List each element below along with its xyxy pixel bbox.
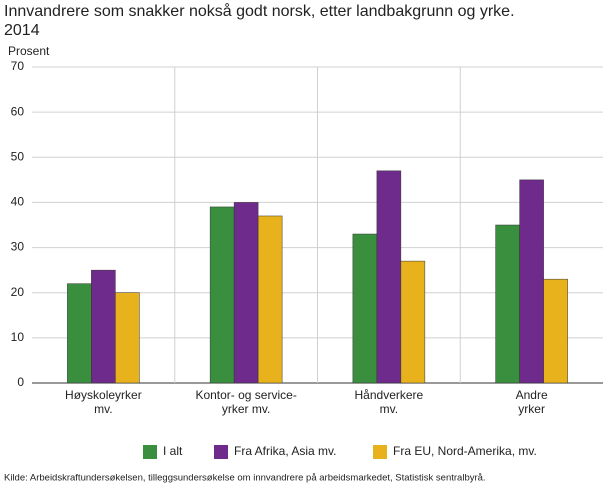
- y-tick-label: 10: [11, 330, 25, 344]
- y-tick-label: 30: [11, 240, 25, 254]
- y-tick-label: 70: [11, 59, 25, 73]
- legend-swatch: [214, 445, 228, 459]
- source: Kilde: Arbeidskraftundersøkelsen, tilleg…: [4, 473, 486, 484]
- x-tick-label: Kontor- og service- yrker mv.: [195, 388, 297, 416]
- y-tick-label: 50: [11, 149, 25, 163]
- legend-label: Fra EU, Nord-Amerika, mv.: [393, 444, 537, 458]
- x-tick-label: Andre yrker: [515, 388, 548, 416]
- bar: [233, 202, 259, 384]
- bar: [67, 283, 92, 384]
- bar: [376, 170, 402, 384]
- chart-title: Innvandrere som snakker nokså godt norsk…: [4, 3, 515, 39]
- y-tick-label: 0: [17, 375, 24, 389]
- legend-swatch: [143, 445, 157, 459]
- y-tick-label: 40: [11, 195, 25, 209]
- legend-swatch: [373, 445, 387, 459]
- bar: [352, 233, 378, 384]
- y-axis-label: Prosent: [8, 44, 50, 58]
- bar: [209, 206, 235, 384]
- y-tick-label: 20: [11, 285, 25, 299]
- x-tick-label: Håndverkere mv.: [354, 388, 424, 416]
- x-tick-label: Høyskoleyrker mv.: [65, 388, 142, 416]
- bar: [495, 224, 520, 384]
- legend-label: Fra Afrika, Asia mv.: [234, 444, 336, 458]
- bar: [400, 260, 426, 384]
- legend-label: I alt: [163, 444, 183, 458]
- bar: [91, 269, 116, 384]
- y-tick-label: 60: [11, 104, 25, 118]
- bar: [115, 292, 140, 384]
- bar: [519, 179, 544, 384]
- bar: [257, 215, 283, 384]
- bar: [543, 278, 568, 384]
